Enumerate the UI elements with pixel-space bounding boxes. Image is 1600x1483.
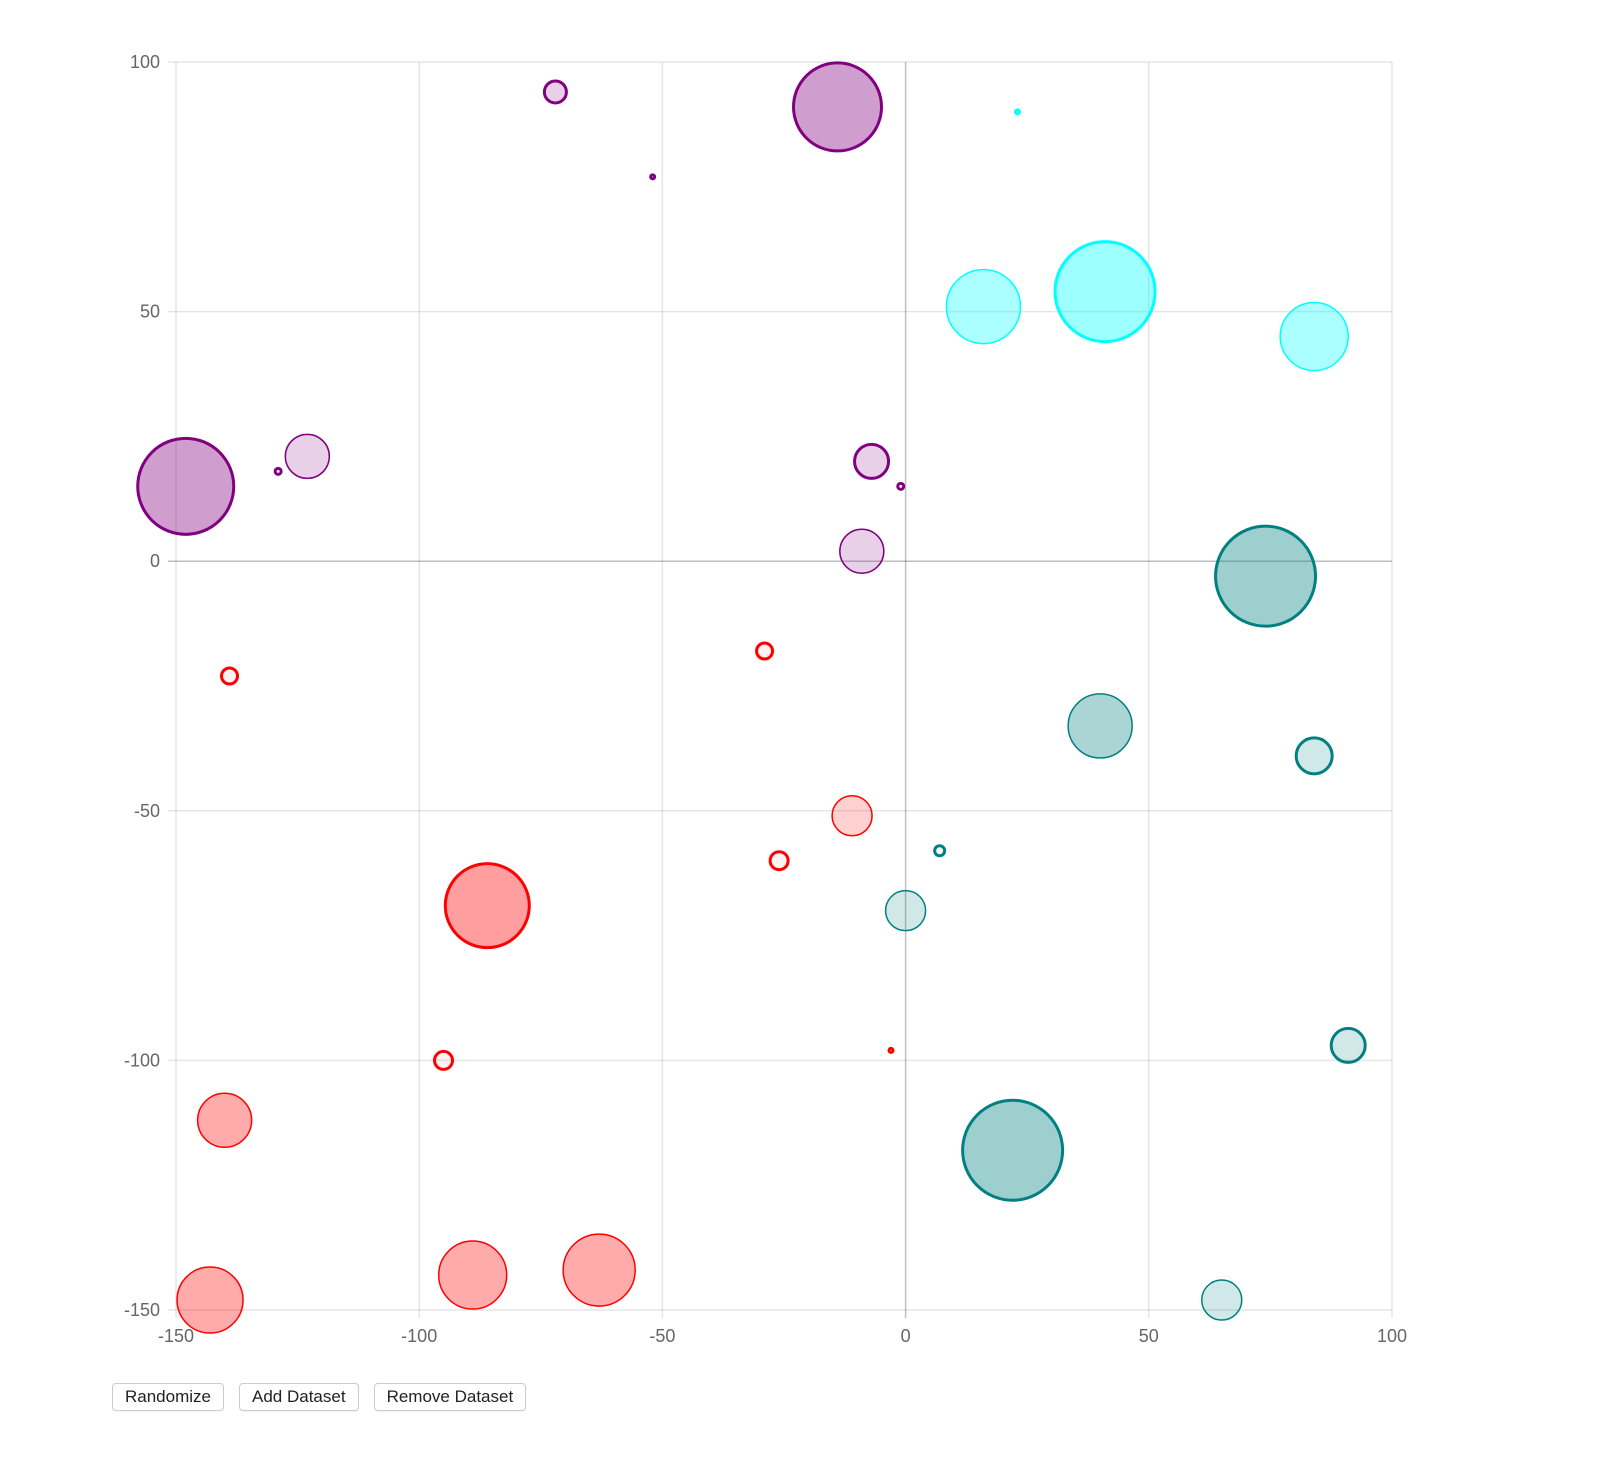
bubble-point [853, 442, 891, 480]
bubble-point [196, 1092, 253, 1149]
bubble-point [1279, 301, 1349, 372]
bubble-point [1201, 1279, 1243, 1321]
bubble-point [176, 1266, 244, 1334]
y-tick-label: -50 [134, 801, 160, 821]
bubble-point [887, 1046, 895, 1054]
bubble-point [443, 862, 531, 950]
bubble-point [961, 1098, 1065, 1202]
tick-labels: -150 -100 -50 0 50 100 100 50 0 -50 -100 -150 [124, 52, 1407, 1346]
bubbles [136, 61, 1367, 1334]
bubble-point [768, 850, 790, 872]
bubble-point [1053, 240, 1157, 344]
add-dataset-button[interactable]: Add Dataset [239, 1383, 359, 1411]
y-tick-label: 0 [150, 551, 160, 571]
randomize-button[interactable]: Randomize [112, 1383, 224, 1411]
remove-dataset-button[interactable]: Remove Dataset [373, 1383, 527, 1411]
x-tick-label: 100 [1377, 1326, 1407, 1346]
bubble-point [755, 641, 775, 661]
x-tick-label: -50 [649, 1326, 675, 1346]
bubble-point [433, 1049, 455, 1071]
bubble-point [284, 433, 331, 480]
bubble-point [792, 61, 884, 153]
y-tick-label: 50 [140, 302, 160, 322]
bubble-point [562, 1233, 636, 1307]
bubble-point [1329, 1026, 1367, 1064]
bubble-point [884, 889, 927, 932]
bubble-point [437, 1240, 508, 1310]
bubble-point [649, 173, 657, 181]
bubble-point [945, 268, 1022, 345]
bubble-point [1013, 108, 1021, 116]
bubble-point [933, 844, 947, 858]
y-tick-label: -150 [124, 1300, 160, 1320]
bubble-point [1067, 693, 1133, 759]
bubble-chart: -150 -100 -50 0 50 100 100 50 0 -50 -100 -150 [124, 52, 1407, 1346]
bubble-point [1294, 736, 1334, 776]
bubble-point [136, 436, 236, 536]
chart-controls: Randomize Add Dataset Remove Dataset [112, 1383, 527, 1411]
bubble-point [542, 79, 568, 105]
bubble-point [220, 666, 240, 686]
x-tick-label: 50 [1139, 1326, 1159, 1346]
bubble-point [831, 795, 873, 837]
x-tick-label: 0 [901, 1326, 911, 1346]
grid [168, 61, 1393, 1318]
x-tick-label: -100 [401, 1326, 437, 1346]
bubble-point [839, 528, 885, 574]
bubble-point [273, 466, 283, 476]
bubble-point [896, 481, 906, 491]
x-tick-label: -150 [158, 1326, 194, 1346]
bubble-point [1214, 524, 1318, 628]
y-tick-label: -100 [124, 1050, 160, 1070]
y-tick-label: 100 [130, 52, 160, 72]
